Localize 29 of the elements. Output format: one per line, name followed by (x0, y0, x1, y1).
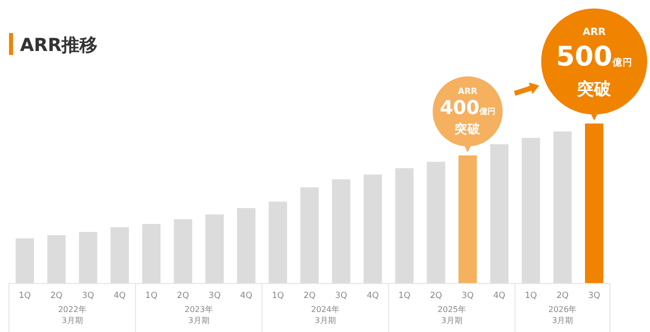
bar (585, 124, 604, 283)
x-tick-label: 2Q (303, 291, 316, 301)
x-tick-label: 1Q (398, 291, 411, 301)
x-tick-label: 4Q (114, 291, 126, 301)
x-tick-label: 2Q (556, 291, 569, 301)
x-tick-label: 2Q (430, 291, 442, 301)
x-tick-label: 3Q (335, 291, 348, 301)
chart-title: ARR推移 (20, 35, 98, 56)
x-tick-label: 4Q (493, 291, 506, 301)
x-tick-label: 1Q (272, 291, 284, 301)
x-tick-label: 4Q (366, 291, 380, 301)
x-tick-label: 3Q (588, 291, 601, 301)
bar (458, 155, 477, 283)
x-tick-label: 3Q (462, 291, 474, 301)
x-tick-label: 1Q (18, 291, 32, 301)
x-tick-label: 3Q (82, 291, 94, 301)
x-tick-label: 2Q (50, 291, 63, 301)
text: 2024年 3月期 (311, 305, 340, 325)
text: 2025年 3月期 (438, 305, 466, 325)
text: ARR 500億円突破 (556, 27, 632, 100)
x-tick-label: 4Q (240, 291, 253, 301)
x-tick-label: 1Q (524, 291, 538, 301)
x-tick-label: 1Q (145, 291, 158, 301)
x-tick-label: 2Q (176, 291, 190, 301)
text: 2022年 3月期 (58, 305, 86, 325)
text: 2023年 3月期 (184, 305, 213, 325)
annotation: ARR 400億円突破 (440, 86, 496, 136)
text: 2026年 3月期 (548, 305, 577, 325)
x-tick-label: 3Q (208, 291, 221, 301)
